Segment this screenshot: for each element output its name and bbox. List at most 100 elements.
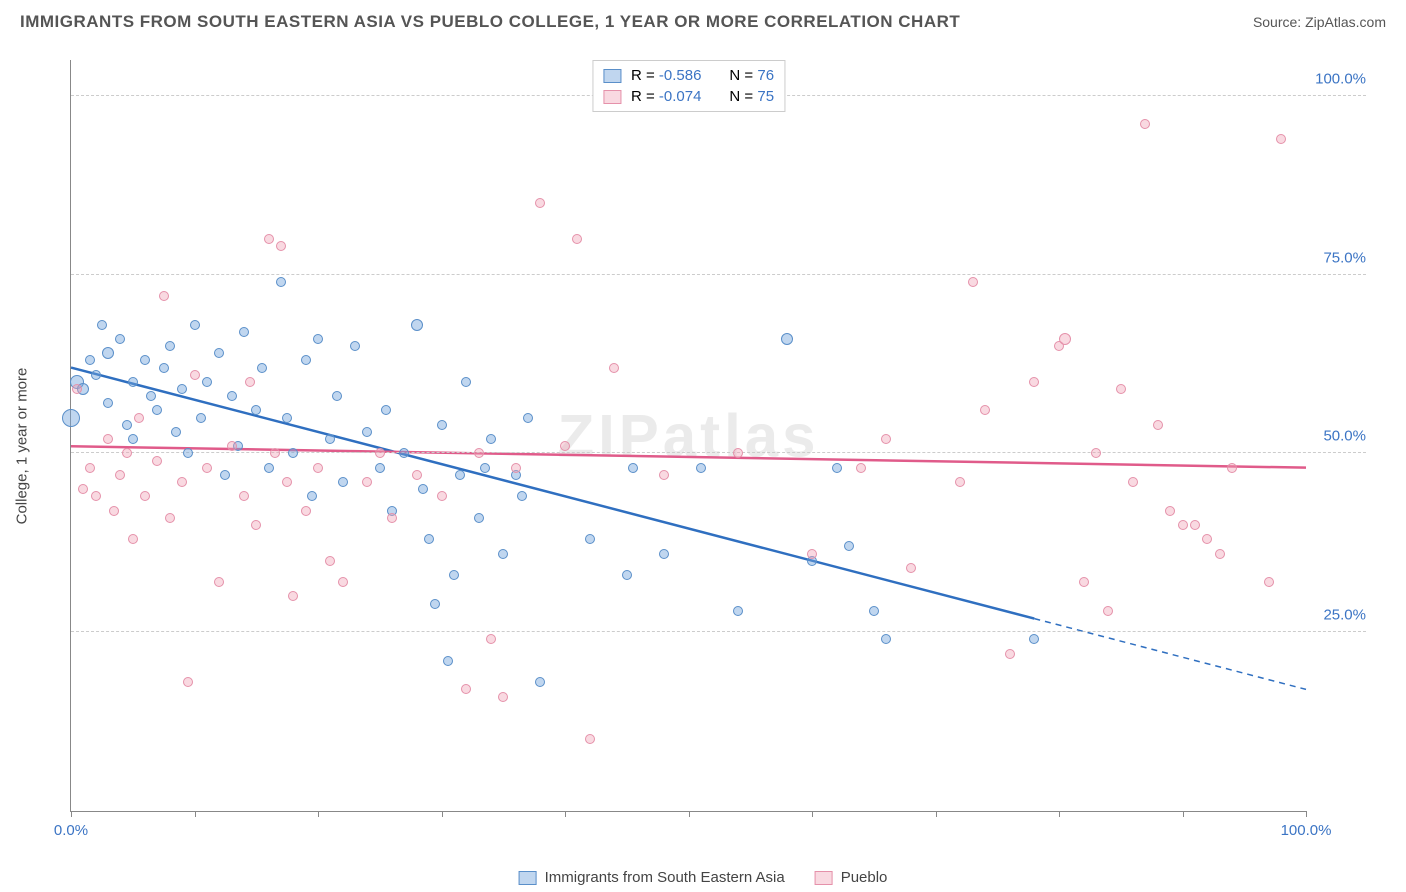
data-point [856,463,866,473]
data-point [781,333,793,345]
data-point [214,348,224,358]
legend-stat-row: R = -0.074N = 75 [603,86,774,107]
data-point [251,405,261,415]
data-point [1153,420,1163,430]
legend-swatch [815,871,833,885]
x-tick [689,811,690,817]
data-point [177,384,187,394]
data-point [270,448,280,458]
data-point [659,470,669,480]
data-point [165,341,175,351]
grid-line [71,631,1366,632]
data-point [535,677,545,687]
data-point [437,420,447,430]
data-point [696,463,706,473]
data-point [325,434,335,444]
data-point [1128,477,1138,487]
x-tick [195,811,196,817]
data-point [282,413,292,423]
x-tick-label: 100.0% [1281,822,1332,839]
x-tick [1306,811,1307,817]
data-point [122,420,132,430]
data-point [128,377,138,387]
data-point [498,692,508,702]
legend-r-value: -0.586 [659,67,702,84]
data-point [1276,134,1286,144]
data-point [239,327,249,337]
data-point [152,456,162,466]
data-point [276,277,286,287]
data-point [585,734,595,744]
series-legend: Immigrants from South Eastern Asia Pueblo [519,869,888,886]
data-point [288,591,298,601]
data-point [486,434,496,444]
data-point [202,377,212,387]
data-point [264,234,274,244]
data-point [313,463,323,473]
data-point [103,434,113,444]
data-point [659,549,669,559]
data-point [332,391,342,401]
data-point [362,427,372,437]
data-point [1091,448,1101,458]
data-point [301,506,311,516]
trend-line-extrapolated [1034,619,1306,690]
chart-area: College, 1 year or more ZIPatlas R = -0.… [50,50,1376,842]
data-point [85,463,95,473]
data-point [733,448,743,458]
data-point [412,470,422,480]
data-point [399,448,409,458]
x-tick [442,811,443,817]
data-point [276,241,286,251]
data-point [1059,333,1071,345]
data-point [1103,606,1113,616]
data-point [807,549,817,559]
data-point [455,470,465,480]
data-point [245,377,255,387]
x-tick [936,811,937,817]
data-point [177,477,187,487]
data-point [474,513,484,523]
correlation-legend: R = -0.586N = 76R = -0.074N = 75 [592,60,785,112]
trend-line [71,446,1306,467]
data-point [338,577,348,587]
data-point [430,599,440,609]
data-point [881,634,891,644]
data-point [227,441,237,451]
data-point [1140,119,1150,129]
source-link[interactable]: ZipAtlas.com [1305,14,1386,30]
legend-swatch [603,69,621,83]
data-point [301,355,311,365]
data-point [91,370,101,380]
data-point [1079,577,1089,587]
data-point [140,355,150,365]
data-point [622,570,632,580]
legend-r-label: R = -0.074 [631,88,701,105]
data-point [437,491,447,501]
data-point [844,541,854,551]
data-point [418,484,428,494]
legend-series-name: Immigrants from South Eastern Asia [545,869,785,886]
data-point [196,413,206,423]
data-point [980,405,990,415]
data-point [264,463,274,473]
data-point [628,463,638,473]
data-point [282,477,292,487]
data-point [375,448,385,458]
data-point [517,491,527,501]
data-point [128,434,138,444]
data-point [1029,377,1039,387]
legend-stat-row: R = -0.586N = 76 [603,65,774,86]
data-point [85,355,95,365]
data-point [609,363,619,373]
chart-header: IMMIGRANTS FROM SOUTH EASTERN ASIA VS PU… [0,0,1406,40]
data-point [102,347,114,359]
data-point [190,320,200,330]
data-point [461,377,471,387]
data-point [1202,534,1212,544]
data-point [350,341,360,351]
data-point [128,534,138,544]
data-point [91,491,101,501]
source-attribution: Source: ZipAtlas.com [1253,14,1386,30]
legend-item: Pueblo [815,869,888,886]
